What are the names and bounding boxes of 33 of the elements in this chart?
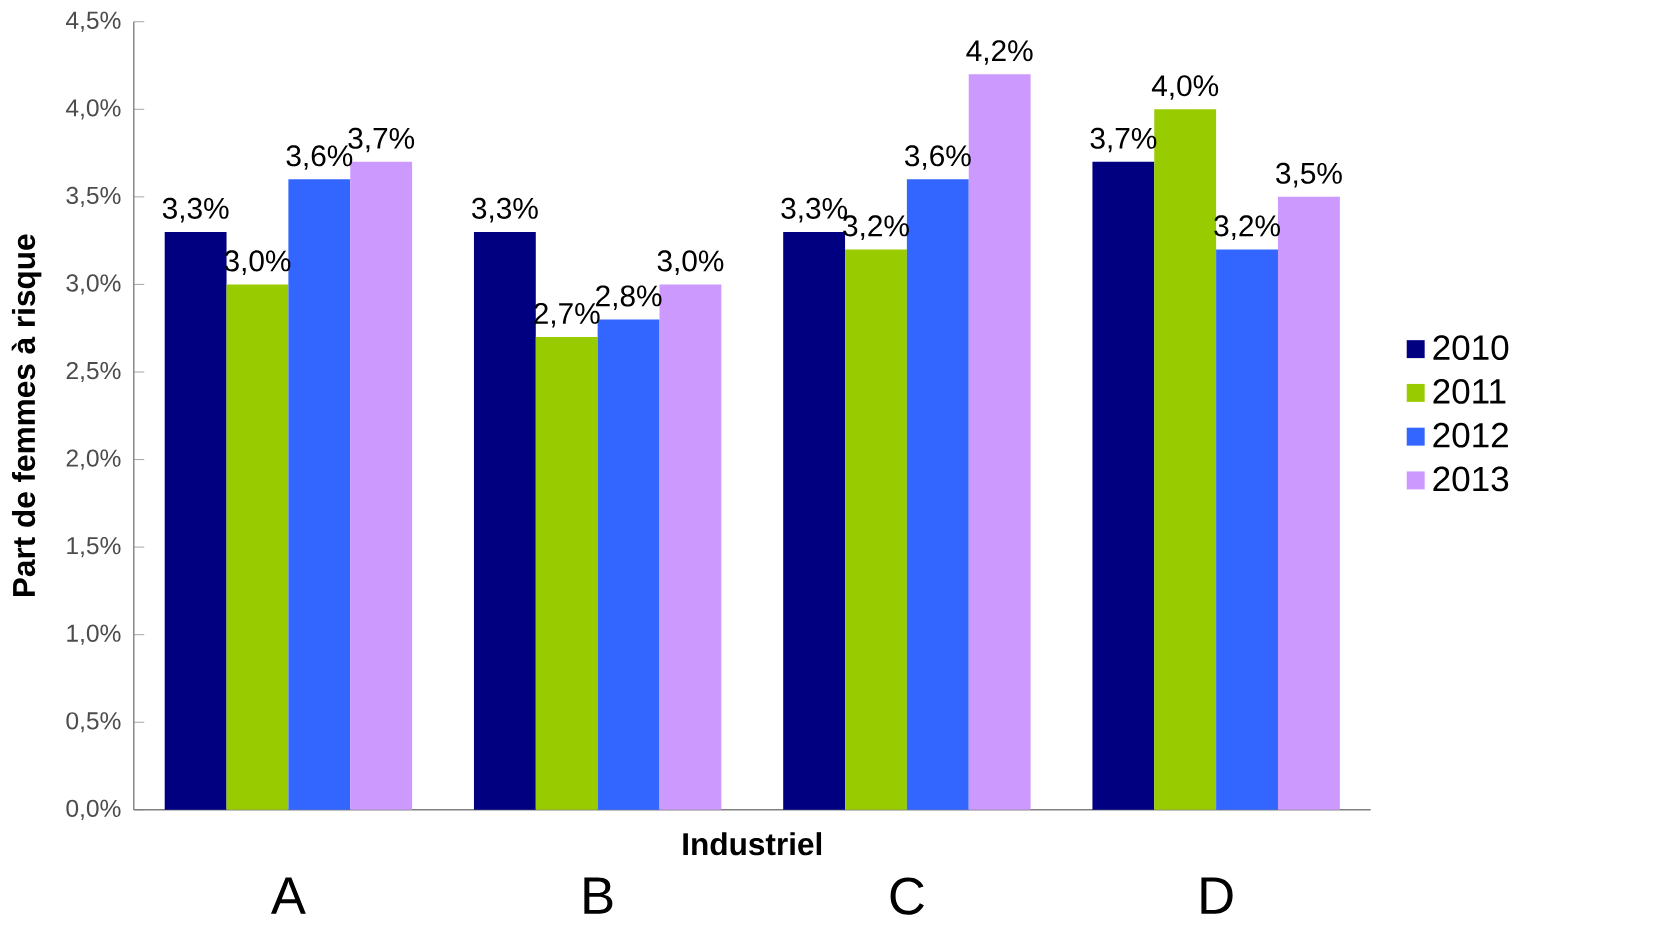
data-label: 3,5% (1276, 163, 1342, 188)
bar (1092, 162, 1155, 811)
x-tick-label: D (1201, 877, 1233, 915)
y-tick-label: 1,5% (67, 537, 121, 558)
data-label: 3,0% (657, 250, 724, 276)
legend-label: 2013 (1433, 466, 1509, 492)
y-tick-label: 1,0% (67, 624, 121, 646)
bar (473, 232, 536, 811)
data-label: 3,6% (905, 145, 971, 171)
data-label: 4,0% (1151, 75, 1219, 101)
y-tick-label: 0,0% (66, 799, 121, 821)
y-tick-label: 4,5% (66, 11, 121, 33)
y-tick-label: 3,5% (66, 187, 121, 208)
bar (535, 337, 598, 811)
data-label: 4,2% (966, 40, 1033, 66)
x-tick-label: A (270, 877, 306, 915)
data-label: 3,3% (162, 198, 229, 223)
legend-label: 2011 (1433, 379, 1506, 405)
y-axis-title: Part de femmes à risque (11, 234, 42, 597)
y-tick-label: 2,5% (66, 362, 121, 383)
x-axis-title: Industriel (683, 832, 822, 856)
bar (1216, 249, 1278, 811)
y-tick-label: 0,5% (66, 712, 121, 733)
bar (226, 284, 289, 811)
legend-label: 2012 (1433, 423, 1508, 448)
data-label: 3,3% (472, 198, 538, 223)
x-tick-label: B (584, 877, 613, 915)
y-tick-label: 3,0% (66, 274, 121, 295)
bar (845, 249, 907, 811)
x-tick-label: C (890, 877, 924, 916)
y-tick-label: 4,0% (66, 99, 121, 120)
y-tick-label: 2,0% (66, 449, 121, 470)
legend-label: 2010 (1433, 335, 1509, 361)
